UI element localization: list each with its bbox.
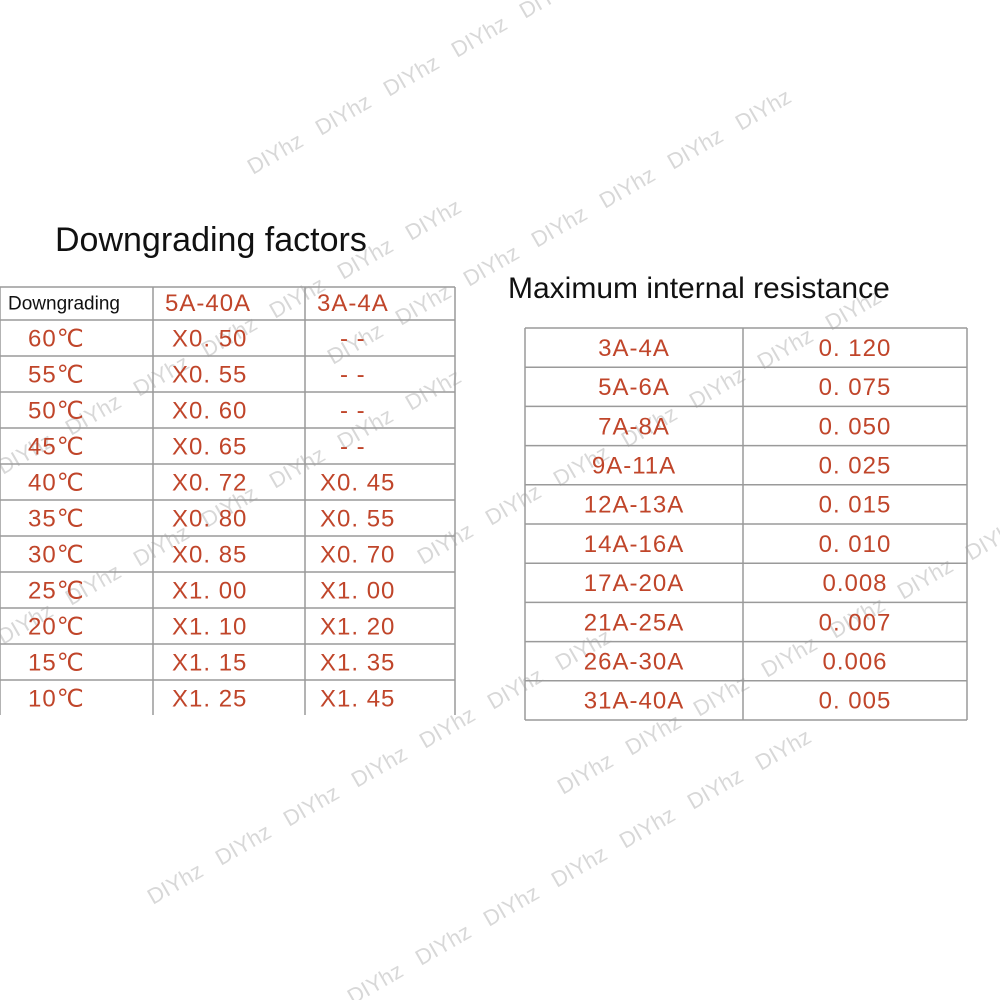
table-cell: X0. 72	[172, 469, 247, 496]
table-cell: X1. 15	[172, 649, 247, 676]
table-cell: X0. 65	[172, 433, 247, 460]
watermark: DIYhz	[683, 763, 747, 815]
table-cell: 14A-16A	[584, 531, 684, 558]
table-cell: X1. 00	[172, 577, 247, 604]
watermark: DIYhz	[595, 162, 659, 214]
table-cell: 3A-4A	[598, 335, 670, 362]
table-cell: 0. 075	[819, 374, 892, 401]
table-cell: - -	[340, 325, 366, 352]
table-cell: 0. 010	[819, 531, 892, 558]
table-cell: 20℃	[28, 613, 85, 640]
table-cell: 26A-30A	[584, 649, 684, 676]
header-cell: 3A-4A	[317, 290, 389, 317]
watermark: DIYhz	[621, 709, 685, 761]
watermark: DIYhz	[515, 0, 579, 23]
watermark: DIYhz	[211, 819, 275, 871]
right-title: Maximum internal resistance	[508, 272, 890, 305]
watermark: DIYhz	[527, 201, 591, 253]
table-cell: 50℃	[28, 397, 85, 424]
table-cell: - -	[340, 433, 366, 460]
table-cell: 0.006	[822, 649, 887, 676]
table-cell: 9A-11A	[592, 453, 676, 480]
watermark: DIYhz	[347, 741, 411, 793]
table-cell: X0. 80	[172, 505, 247, 532]
watermark: DIYhz	[483, 663, 547, 715]
watermark: DIYhz	[893, 553, 957, 605]
watermark: DIYhz	[615, 802, 679, 854]
table-cell: 0. 025	[819, 453, 892, 480]
table-cell: X0. 45	[320, 469, 395, 496]
left-title: Downgrading factors	[55, 221, 367, 259]
watermark: DIYhz	[481, 479, 545, 531]
table-cell: 5A-6A	[598, 374, 670, 401]
watermark: DIYhz	[553, 748, 617, 800]
watermark: DIYhz	[343, 958, 407, 1000]
header-cell: Downgrading	[8, 294, 120, 315]
watermark: DIYhz	[379, 50, 443, 102]
table-cell: X1. 45	[320, 685, 395, 712]
table-cell: 35℃	[28, 505, 85, 532]
watermark: DIYhz	[401, 194, 465, 246]
watermark: DIYhz	[757, 631, 821, 683]
table-cell: X0. 55	[172, 361, 247, 388]
table-cell: 0. 015	[819, 492, 892, 519]
watermark: DIYhz	[547, 841, 611, 893]
table-cell: 7A-8A	[598, 413, 670, 440]
watermark: DIYhz	[479, 880, 543, 932]
table-cell: X0. 85	[172, 541, 247, 568]
table-cell: 12A-13A	[584, 492, 684, 519]
watermark: DIYhz	[751, 724, 815, 776]
table-cell: 0. 005	[819, 688, 892, 715]
table-cell: X0. 60	[172, 397, 247, 424]
table-cell: 55℃	[28, 361, 85, 388]
table-cell: 0.008	[822, 570, 887, 597]
table-cell: X1. 00	[320, 577, 395, 604]
table-cell: X0. 70	[320, 541, 395, 568]
table-cell: X1. 25	[172, 685, 247, 712]
watermark: DIYhz	[279, 780, 343, 832]
watermark: DIYhz	[447, 11, 511, 63]
header-cell: 5A-40A	[165, 290, 251, 317]
watermark: DIYhz	[415, 702, 479, 754]
table-cell: 0. 050	[819, 413, 892, 440]
watermark: DIYhz	[311, 89, 375, 141]
watermark: DIYhz	[411, 919, 475, 971]
table-cell: 31A-40A	[584, 688, 684, 715]
table-cell: 0. 007	[819, 609, 892, 636]
watermark: DIYhz	[685, 362, 749, 414]
table-cell: 60℃	[28, 325, 85, 352]
table-cell: 17A-20A	[584, 570, 684, 597]
table-cell: X1. 35	[320, 649, 395, 676]
table-cell: 45℃	[28, 433, 85, 460]
watermark: DIYhz	[413, 518, 477, 570]
table-cell: - -	[340, 361, 366, 388]
table-cell: 30℃	[28, 541, 85, 568]
table-cell: 40℃	[28, 469, 85, 496]
watermark: DIYhz	[143, 858, 207, 910]
table-cell: X1. 10	[172, 613, 247, 640]
table-cell: 25℃	[28, 577, 85, 604]
table-cell: 15℃	[28, 649, 85, 676]
watermark: DIYhz	[731, 84, 795, 136]
watermark: DIYhz	[243, 128, 307, 180]
table-cell: X1. 20	[320, 613, 395, 640]
table-cell: X0. 55	[320, 505, 395, 532]
table-cell: X0. 50	[172, 325, 247, 352]
table-cell: 0. 120	[819, 335, 892, 362]
table-cell: - -	[340, 397, 366, 424]
watermark: DIYhz	[663, 123, 727, 175]
table-cell: 10℃	[28, 685, 85, 712]
table-cell: 21A-25A	[584, 609, 684, 636]
